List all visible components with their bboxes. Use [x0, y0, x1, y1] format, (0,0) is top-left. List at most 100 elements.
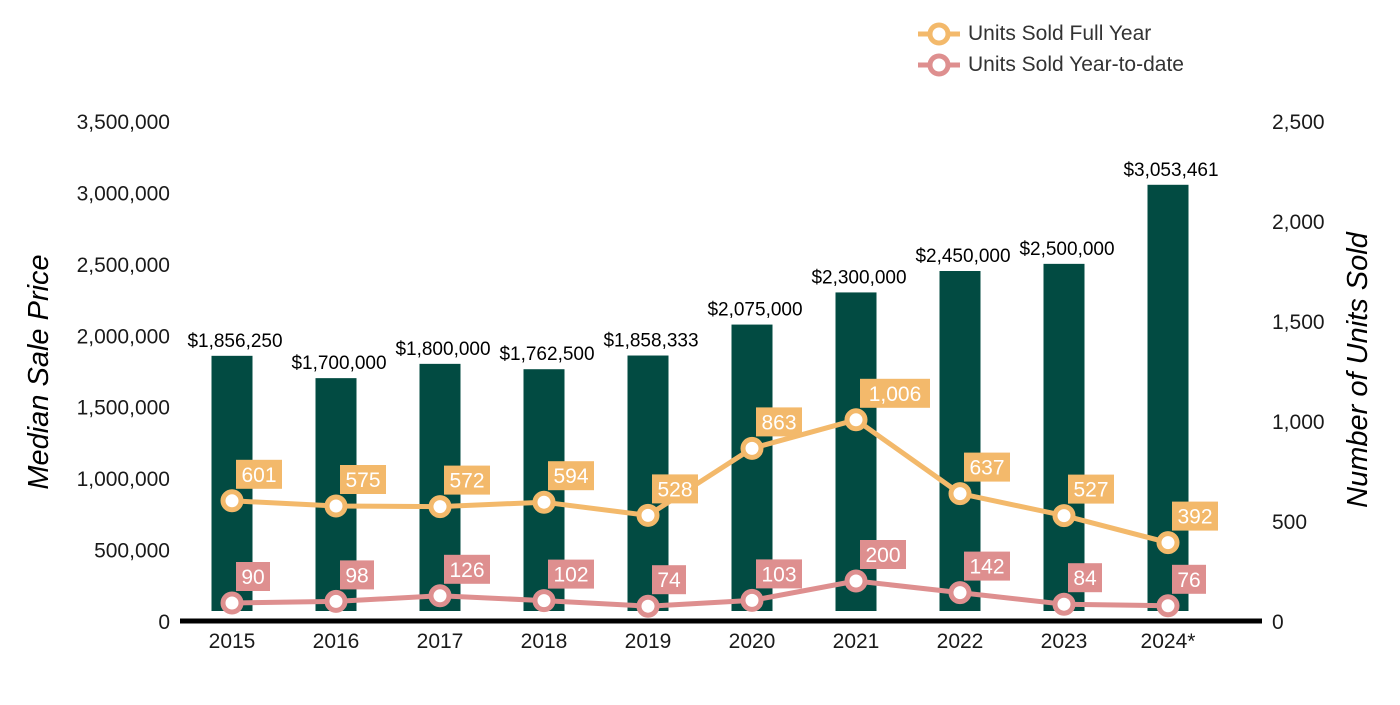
full-year-label-box	[548, 461, 594, 491]
y-tick-label: 2,500,000	[77, 254, 170, 277]
full-year-value-label: 601	[241, 464, 276, 487]
full-year-value-label: 572	[449, 470, 484, 493]
full-year-point	[1156, 531, 1180, 555]
bar-value-label: $1,700,000	[291, 353, 386, 374]
bar-value-label: $2,450,000	[915, 246, 1010, 267]
full-year-point	[636, 503, 660, 527]
ytd-label-box	[756, 559, 802, 589]
ytd-label-box	[548, 559, 594, 589]
ytd-label-box	[236, 562, 270, 591]
full-year-value-label: 575	[345, 469, 380, 492]
lines-layer	[220, 408, 1180, 618]
ytd-point	[948, 581, 972, 605]
x-tick-label: 2024*	[1141, 630, 1196, 653]
bar-value-label: $2,500,000	[1019, 239, 1114, 260]
y2-tick-label: 1,000	[1272, 411, 1325, 434]
ytd-label-box	[340, 560, 374, 590]
y2-tick-label: 1,500	[1272, 311, 1325, 334]
y-tick-label: 3,000,000	[77, 182, 170, 205]
bar-value-label: $2,300,000	[811, 267, 906, 288]
ytd-label-box	[444, 554, 490, 584]
full-year-point	[532, 490, 556, 514]
ytd-value-label: 84	[1073, 567, 1097, 590]
y-tick-label: 1,000,000	[77, 468, 170, 491]
full-year-value-label: 528	[657, 478, 692, 501]
legend-label-ytd: Units Sold Year-to-date	[968, 52, 1184, 76]
full-year-value-label: 1,006	[869, 383, 922, 406]
x-tick-label: 2023	[1041, 630, 1088, 653]
full-year-label-box	[340, 465, 386, 494]
ytd-value-label: 126	[449, 559, 484, 582]
x-tick-label: 2020	[729, 630, 776, 653]
x-tick-label: 2017	[417, 630, 464, 653]
ytd-label-box	[1172, 564, 1206, 594]
full-year-point	[1052, 504, 1076, 528]
y2-tick-label: 0	[1272, 611, 1284, 634]
ytd-point	[844, 569, 868, 593]
ytd-label-box	[1068, 563, 1102, 593]
bar-2023	[1043, 263, 1085, 611]
y-tick-label: 2,000,000	[77, 325, 170, 348]
ytd-value-label: 103	[761, 563, 796, 586]
full-year-value-label: 594	[553, 465, 588, 488]
chart-legend: Units Sold Full Year Units Sold Year-to-…	[918, 18, 1184, 80]
ytd-point	[428, 584, 452, 608]
full-year-value-label: 392	[1177, 506, 1212, 529]
bar-value-label: $3,053,461	[1123, 160, 1218, 181]
ytd-label-box	[964, 551, 1010, 581]
x-tick-label: 2021	[833, 630, 880, 653]
y-tick-label: 1,500,000	[77, 397, 170, 420]
full-year-point	[324, 494, 348, 518]
legend-label-full-year: Units Sold Full Year	[968, 21, 1152, 45]
ytd-point	[636, 594, 660, 618]
y2-tick-label: 500	[1272, 511, 1307, 534]
y-tick-label: 3,500,000	[77, 111, 170, 134]
ytd-value-label: 142	[969, 556, 1004, 579]
ytd-point	[1156, 594, 1180, 618]
y-tick-label: 500,000	[94, 540, 170, 563]
ytd-value-label: 76	[1177, 569, 1200, 592]
full-year-label-box	[652, 474, 698, 504]
y2-tick-label: 2,500	[1272, 111, 1325, 134]
ytd-point	[220, 591, 244, 615]
x-tick-label: 2015	[209, 630, 256, 653]
ytd-point	[324, 589, 348, 613]
full-year-value-label: 863	[761, 411, 796, 434]
legend-item-ytd: Units Sold Year-to-date	[918, 49, 1184, 80]
full-year-point	[220, 489, 244, 513]
x-tick-label: 2016	[313, 630, 360, 653]
x-tick-label: 2018	[521, 630, 568, 653]
ytd-point	[740, 588, 764, 612]
legend-marker-full-year-icon	[918, 22, 960, 45]
ytd-point	[1052, 592, 1076, 616]
ytd-label-box	[652, 565, 686, 595]
ytd-label-box	[860, 540, 906, 569]
labels-layer: $1,856,250 $1,700,000 $1,800,000 $1,762,500…	[187, 160, 1219, 595]
full-year-label-box	[444, 465, 490, 495]
legend-marker-ytd-icon	[918, 53, 960, 76]
y-axis-title: Median Sale Price	[23, 254, 55, 489]
ytd-value-label: 102	[553, 564, 588, 587]
bar-value-label: $1,762,500	[499, 344, 594, 365]
x-tick-label: 2019	[625, 630, 672, 653]
full-year-line	[231, 417, 1169, 546]
full-year-label-box	[756, 407, 802, 437]
full-year-point	[740, 436, 764, 460]
ytd-value-label: 98	[345, 564, 368, 587]
full-year-label-box	[964, 452, 1010, 482]
full-year-point	[844, 408, 868, 432]
bar-value-label: $1,800,000	[395, 339, 490, 360]
full-year-label-box	[1068, 474, 1114, 504]
full-year-label-box	[860, 378, 930, 408]
bar-value-label: $1,856,250	[187, 331, 282, 352]
full-year-label-box	[236, 459, 282, 489]
full-year-point	[948, 482, 972, 506]
axis-layer: 0 500,000 1,000,000 1,500,000 2,000,000 2,500…	[77, 111, 1325, 653]
y2-axis-title: Number of Units Sold	[1342, 231, 1374, 507]
y2-tick-label: 2,000	[1272, 211, 1325, 234]
ytd-point	[532, 589, 556, 613]
ytd-value-label: 74	[657, 569, 681, 592]
ytd-line	[231, 578, 1169, 609]
